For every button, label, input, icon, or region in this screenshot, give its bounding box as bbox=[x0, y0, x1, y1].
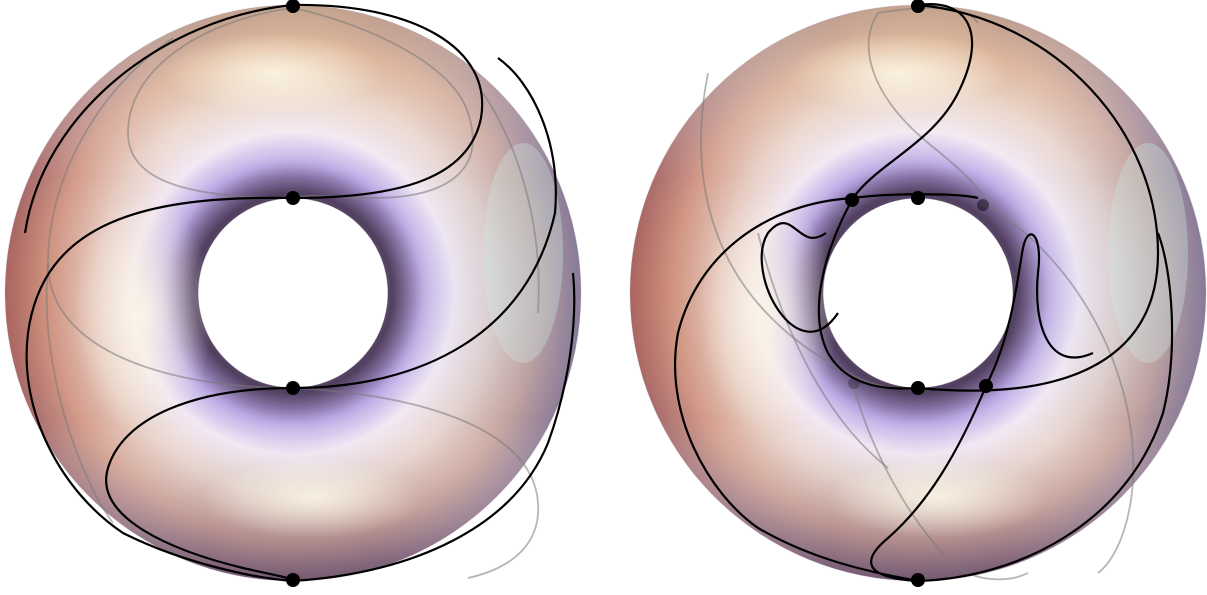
right-point-hidden-top-right bbox=[977, 199, 989, 211]
right-point-inner-bottom-right bbox=[979, 379, 993, 393]
left-torus bbox=[5, 0, 581, 587]
left-visible-curves bbox=[23, 3, 576, 583]
left-torus-surface bbox=[5, 5, 581, 581]
right-point-inner-top bbox=[911, 191, 925, 205]
right-point-outer-bottom bbox=[911, 573, 925, 587]
right-point-inner-top-left bbox=[845, 193, 859, 207]
left-marked-points bbox=[286, 0, 300, 587]
right-point-inner-bottom bbox=[911, 381, 925, 395]
left-hidden-curves bbox=[45, 7, 540, 579]
right-visible-curves bbox=[673, 3, 1174, 583]
right-point-hidden-bottom-left bbox=[848, 377, 860, 389]
right-marked-points bbox=[845, 0, 993, 587]
right-torus-surface bbox=[630, 5, 1206, 581]
right-point-outer-top bbox=[911, 0, 925, 13]
left-point-inner-top bbox=[286, 191, 300, 205]
left-point-outer-top bbox=[286, 0, 300, 13]
left-point-outer-bottom bbox=[286, 573, 300, 587]
right-torus bbox=[630, 0, 1206, 587]
left-point-inner-bottom bbox=[286, 381, 300, 395]
